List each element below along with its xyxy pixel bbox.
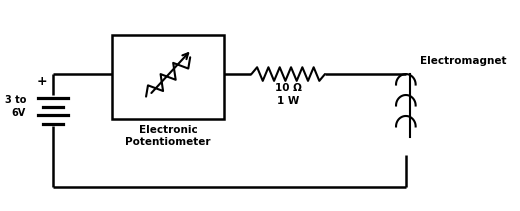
Bar — [112, 35, 225, 119]
Text: 10 Ω
1 W: 10 Ω 1 W — [275, 84, 302, 106]
Text: Electromagnet: Electromagnet — [420, 56, 506, 66]
Text: 3 to
6V: 3 to 6V — [5, 95, 26, 118]
Text: +: + — [37, 75, 47, 88]
Text: Electronic
Potentiometer: Electronic Potentiometer — [125, 125, 211, 147]
